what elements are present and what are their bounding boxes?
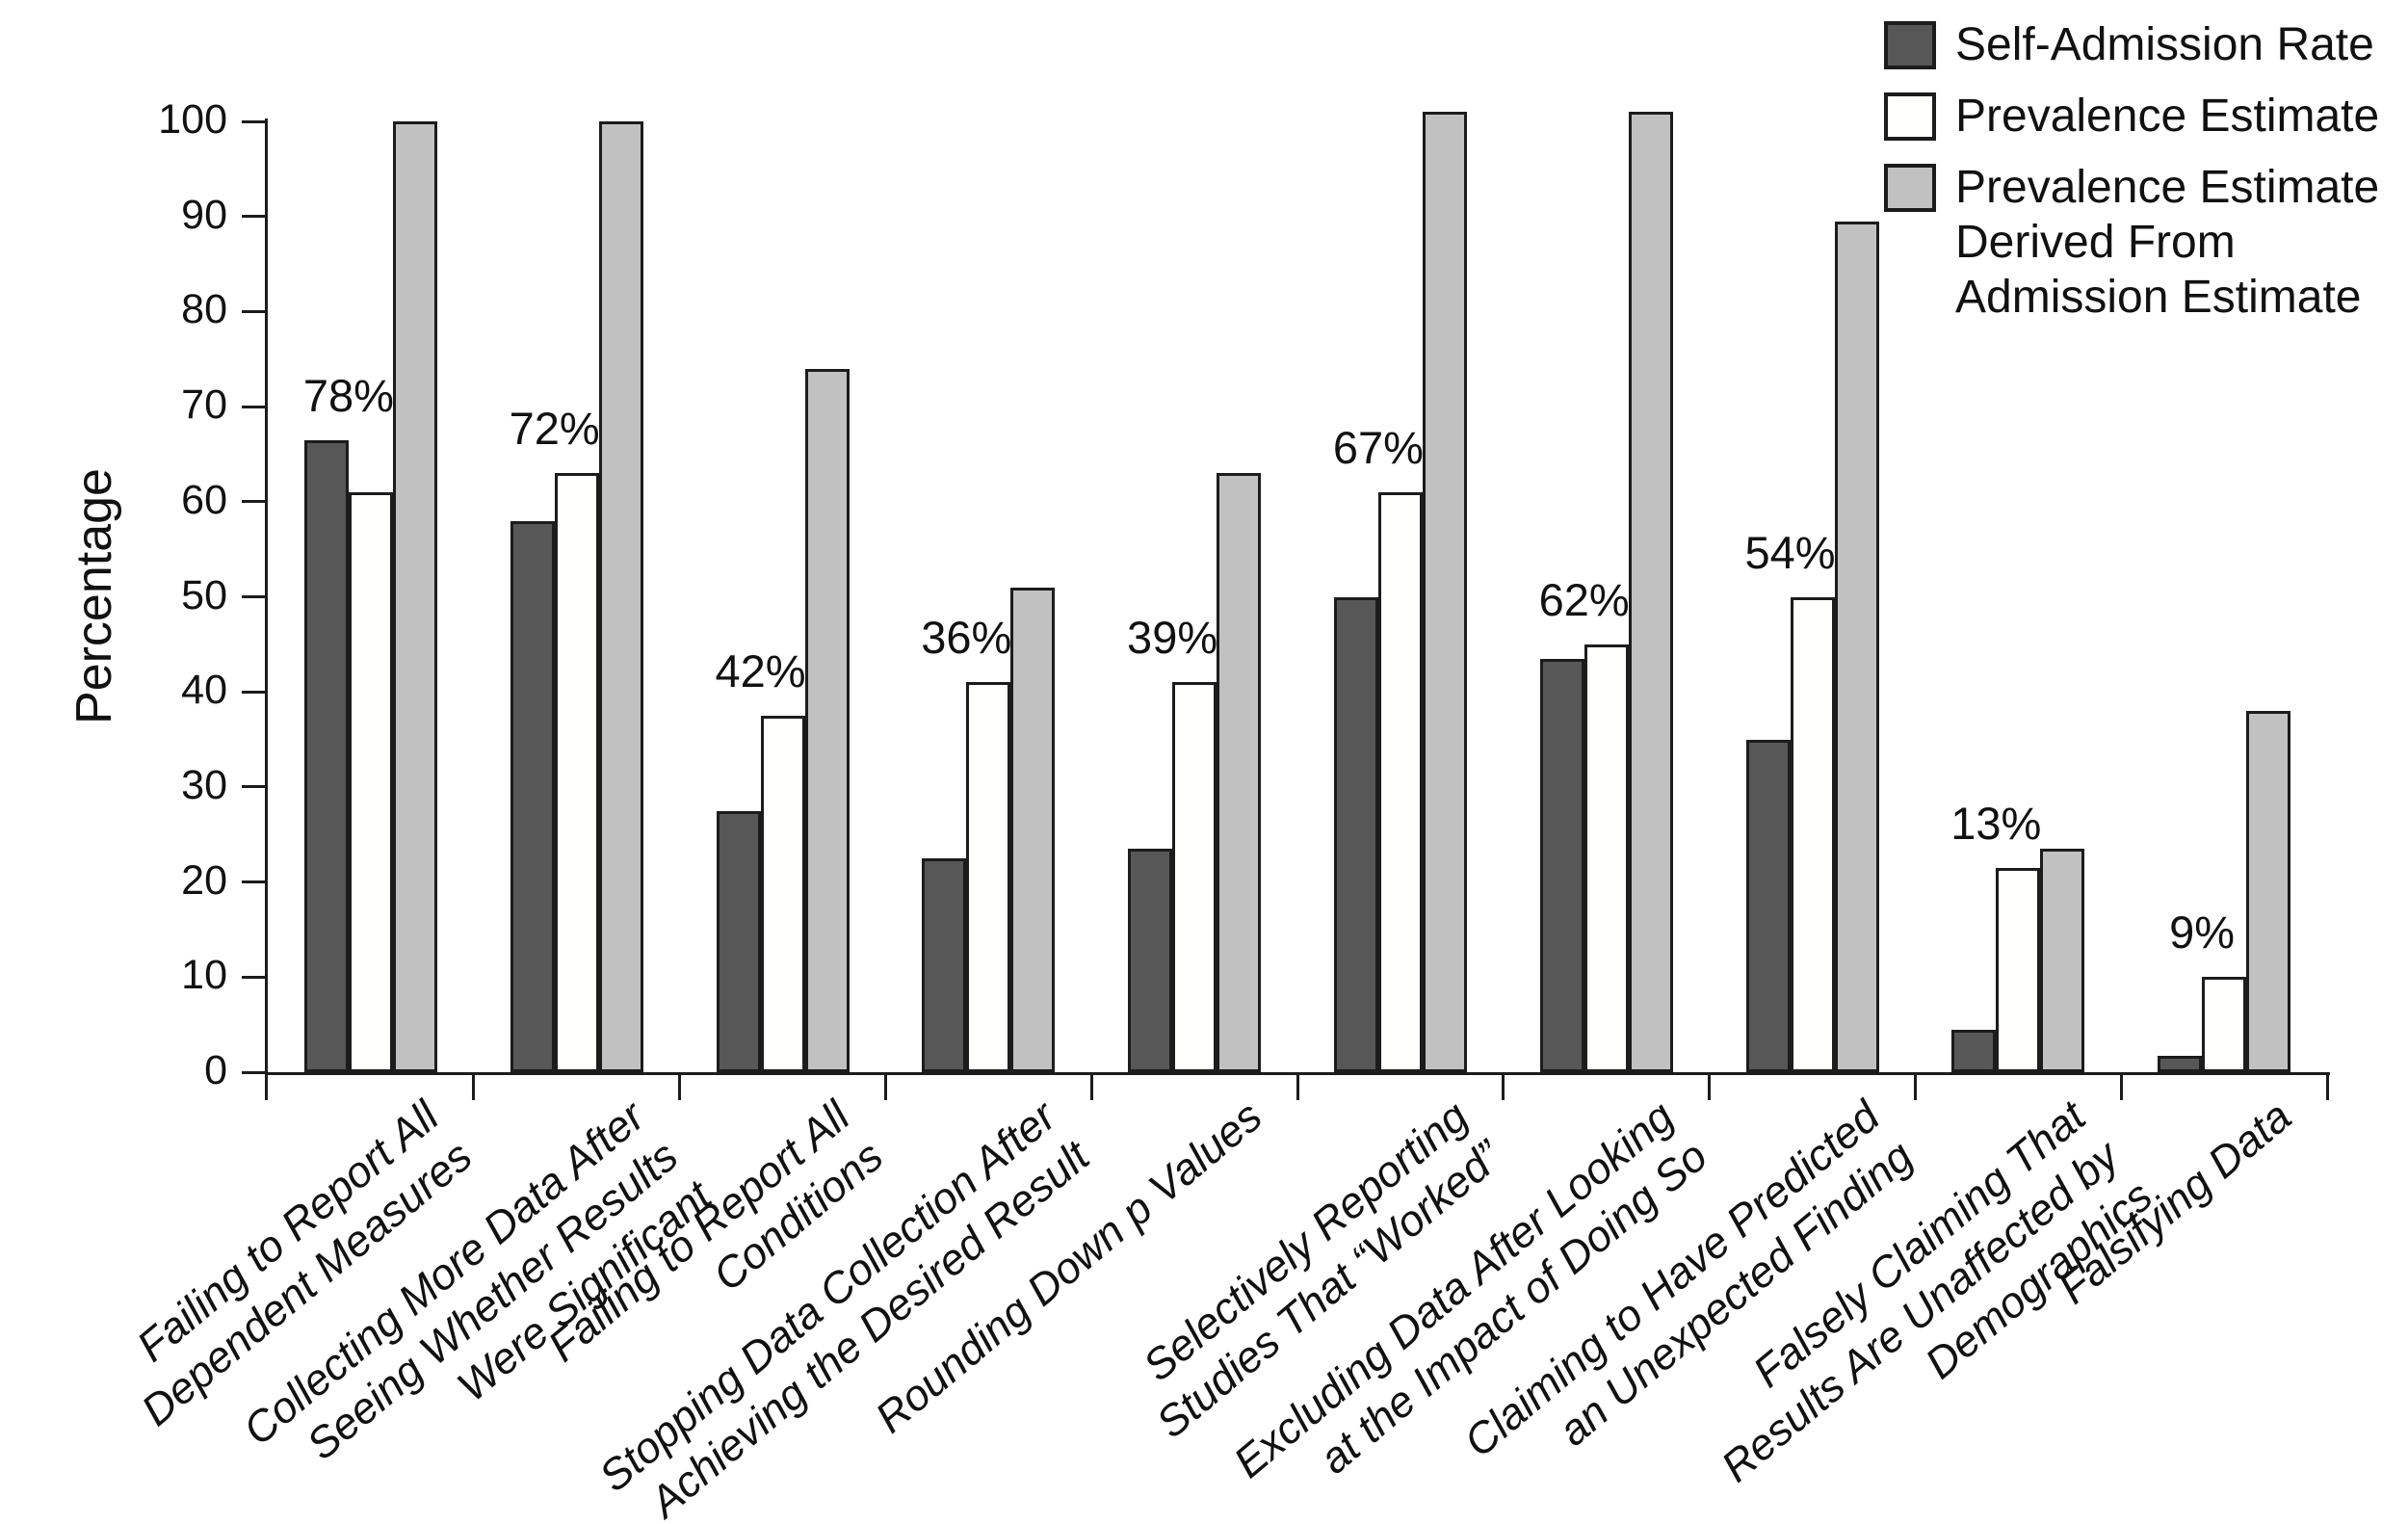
value-label-3: 42% — [715, 644, 806, 696]
bar-s1-c10 — [2158, 1056, 2203, 1072]
legend-item-self-admission: Self-Admission Rate — [1884, 17, 2379, 72]
value-label-4: 36% — [921, 612, 1012, 664]
y-tick-80 — [242, 309, 265, 313]
legend-label: Prevalence Estimate Derived From Admissi… — [1955, 162, 2380, 323]
value-label-7: 62% — [1538, 573, 1630, 625]
bar-s1-c5 — [1128, 849, 1173, 1072]
value-label-6: 67% — [1332, 421, 1424, 473]
y-tick-10 — [242, 975, 265, 979]
y-axis-line — [265, 118, 268, 1075]
y-tick-70 — [242, 405, 265, 408]
value-label-9: 13% — [1950, 797, 2042, 849]
y-tick-0 — [242, 1070, 265, 1074]
y-tick-label-40: 40 — [181, 667, 227, 714]
bar-s3-c9 — [2040, 849, 2085, 1072]
y-tick-label-0: 0 — [204, 1047, 227, 1093]
bar-s2-c10 — [2202, 977, 2247, 1072]
bar-s3-c6 — [1422, 112, 1467, 1072]
bar-s3-c10 — [2246, 710, 2291, 1072]
value-label-10: 9% — [2169, 907, 2236, 959]
legend-label: Self-Admission Rate — [1955, 19, 2374, 70]
bar-s1-c8 — [1745, 739, 1791, 1072]
x-tick-9 — [2119, 1075, 2123, 1100]
y-tick-label-50: 50 — [181, 571, 227, 618]
value-label-2: 72% — [509, 403, 600, 455]
bar-s3-c8 — [1834, 221, 1879, 1072]
value-label-8: 54% — [1744, 526, 1836, 578]
bar-s2-c9 — [1996, 867, 2041, 1072]
bar-s2-c6 — [1377, 491, 1423, 1072]
bar-s1-c2 — [510, 520, 555, 1072]
bar-s3-c5 — [1217, 473, 1262, 1072]
x-tick-1 — [472, 1075, 476, 1100]
bar-s2-c1 — [348, 491, 393, 1072]
x-tick-6 — [1502, 1075, 1505, 1100]
bar-s1-c3 — [716, 810, 761, 1072]
legend-label: Prevalence Estimate — [1955, 91, 2380, 142]
bar-s3-c7 — [1628, 112, 1673, 1072]
y-tick-label-100: 100 — [158, 96, 227, 143]
x-tick-4 — [1089, 1075, 1093, 1100]
bar-s3-c2 — [598, 121, 643, 1072]
bar-s2-c3 — [760, 715, 805, 1072]
bar-s2-c5 — [1172, 682, 1217, 1072]
y-tick-label-30: 30 — [181, 761, 227, 808]
y-tick-40 — [242, 690, 265, 694]
y-tick-50 — [242, 595, 265, 598]
legend-item-prevalence: Prevalence Estimate — [1884, 89, 2379, 144]
x-tick-3 — [883, 1075, 887, 1100]
y-tick-label-20: 20 — [181, 856, 227, 904]
y-tick-30 — [242, 785, 265, 789]
y-tick-label-90: 90 — [181, 191, 227, 238]
y-tick-label-60: 60 — [181, 476, 227, 523]
bar-s1-c9 — [1951, 1029, 1997, 1072]
x-tick-7 — [1708, 1075, 1712, 1100]
legend-swatch-gray — [1884, 164, 1936, 212]
legend-swatch-dark — [1884, 21, 1936, 69]
y-tick-90 — [242, 215, 265, 219]
bar-s1-c7 — [1539, 658, 1584, 1072]
bar-s2-c2 — [554, 473, 599, 1072]
legend-item-derived: Prevalence Estimate Derived From Admissi… — [1884, 160, 2379, 325]
plot-area: 78% 72% 42% 36% 39% 67% 62% 54% 13% 9% — [268, 112, 2327, 1072]
bar-s2-c4 — [966, 682, 1011, 1072]
y-tick-label-70: 70 — [181, 381, 227, 429]
y-tick-label-80: 80 — [181, 286, 227, 333]
y-tick-20 — [242, 880, 265, 884]
value-label-1: 78% — [302, 369, 394, 421]
bar-s2-c8 — [1790, 596, 1835, 1072]
bar-s3-c1 — [392, 121, 437, 1072]
x-tick-2 — [678, 1075, 682, 1100]
y-tick-60 — [242, 500, 265, 504]
x-tick-0 — [265, 1075, 268, 1100]
bar-s3-c4 — [1010, 587, 1056, 1072]
y-tick-100 — [242, 119, 265, 123]
bar-s1-c6 — [1333, 596, 1378, 1072]
y-tick-label-10: 10 — [181, 952, 227, 999]
bar-s2-c7 — [1584, 644, 1629, 1072]
x-tick-5 — [1296, 1075, 1299, 1100]
x-tick-8 — [1913, 1075, 1917, 1100]
legend-swatch-white — [1884, 92, 1936, 141]
bar-s3-c3 — [804, 368, 850, 1072]
value-label-5: 39% — [1127, 612, 1218, 664]
x-axis-line — [265, 1072, 2330, 1075]
x-tick-10 — [2325, 1075, 2329, 1100]
bar-s1-c1 — [303, 439, 349, 1072]
legend: Self-Admission Rate Prevalence Estimate … — [1884, 17, 2379, 325]
bar-s1-c4 — [922, 857, 967, 1072]
